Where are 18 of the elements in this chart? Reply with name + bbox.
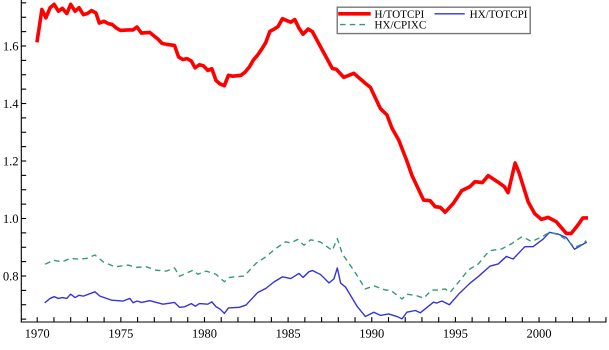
line-series — [44, 232, 587, 320]
y-tick-label: 0.8 — [3, 272, 18, 281]
legend-label: H/TOTCPI — [374, 10, 424, 18]
legend-label: HX/CPIXC — [374, 21, 426, 29]
line-series — [35, 2, 588, 236]
x-tick-label: 1970 — [26, 329, 50, 338]
x-tick-label: 1980 — [193, 329, 217, 338]
x-tick-label: 1985 — [276, 329, 300, 338]
y-tick-label: 1.4 — [4, 100, 18, 108]
x-tick-label: 1990 — [360, 329, 384, 338]
x-tick-label: 2000 — [527, 329, 552, 338]
y-tick-label: 1.2 — [4, 157, 18, 166]
y-tick-label: 1.6 — [4, 42, 18, 51]
x-tick-label: 1975 — [109, 329, 133, 338]
legend-label: HX/TOTCPI — [470, 10, 528, 18]
x-tick-label: 1995 — [444, 329, 468, 338]
line-series — [44, 232, 587, 300]
y-tick-label: 1.0 — [4, 214, 18, 224]
